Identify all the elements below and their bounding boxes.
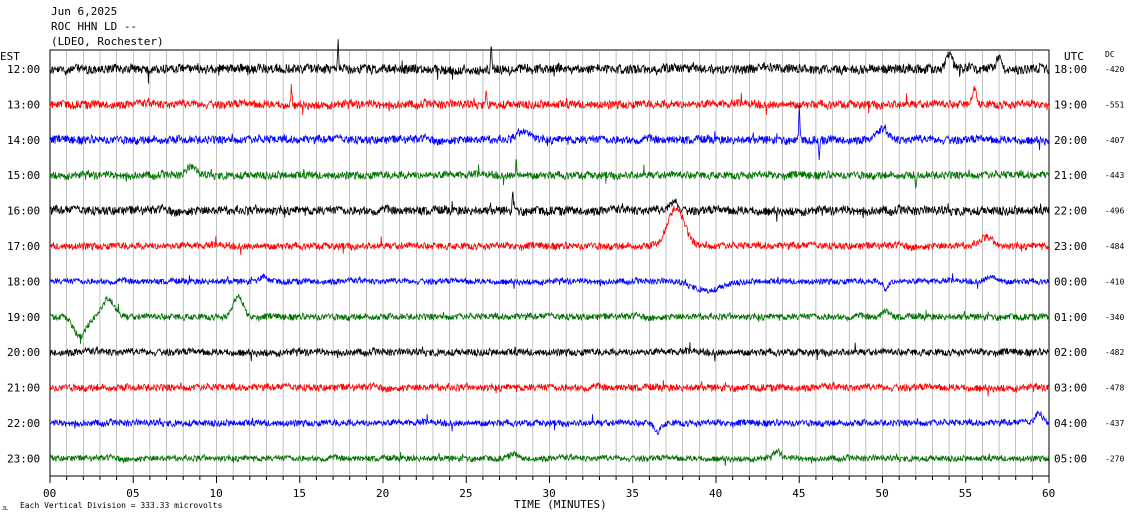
est-hour-label: 20:00 xyxy=(7,346,40,359)
utc-hour-label: 01:00 xyxy=(1054,311,1087,324)
est-hour-label: 15:00 xyxy=(7,169,40,182)
seismic-trace xyxy=(49,39,1050,84)
dc-offset-label: -340 xyxy=(1105,313,1124,322)
est-hour-label: 22:00 xyxy=(7,417,40,430)
label-layer: 00 05 10 15 20 25 30 35 40 45 50 55 60 12:00 18:00 -420… xyxy=(7,63,1124,500)
x-tick-label: 15 xyxy=(293,487,306,500)
seismic-trace xyxy=(49,447,1050,466)
x-tick-label: 30 xyxy=(543,487,556,500)
x-tick-label: 55 xyxy=(959,487,972,500)
grid-layer xyxy=(49,49,1050,483)
est-hour-label: 21:00 xyxy=(7,382,40,395)
utc-hour-label: 02:00 xyxy=(1054,346,1087,359)
dc-offset-label: -437 xyxy=(1105,419,1124,428)
author-mark: JL xyxy=(2,506,8,512)
seismic-trace xyxy=(49,105,1050,161)
dc-offset-label: -270 xyxy=(1105,454,1124,463)
seismic-trace xyxy=(49,410,1050,435)
dc-offset-label: -420 xyxy=(1105,65,1124,74)
dc-offset-label: -496 xyxy=(1105,207,1124,216)
est-hour-label: 18:00 xyxy=(7,275,40,288)
dc-offset-label: -484 xyxy=(1105,242,1124,251)
seismic-trace xyxy=(49,342,1050,362)
dc-offset-label: -443 xyxy=(1105,171,1124,180)
x-tick-label: 45 xyxy=(792,487,805,500)
dc-offset-label: -407 xyxy=(1105,136,1124,145)
x-tick-label: 50 xyxy=(876,487,889,500)
utc-hour-label: 04:00 xyxy=(1054,417,1087,430)
dc-offset-label: -482 xyxy=(1105,348,1124,357)
utc-hour-label: 18:00 xyxy=(1054,63,1087,76)
seismic-trace xyxy=(49,205,1050,256)
dc-offset-label: -410 xyxy=(1105,277,1124,286)
utc-hour-label: 03:00 xyxy=(1054,382,1087,395)
trace-layer xyxy=(49,39,1050,466)
utc-axis-title: UTC xyxy=(1064,50,1084,63)
est-hour-label: 12:00 xyxy=(7,63,40,76)
station-code: ROC HHN LD -- xyxy=(51,20,138,33)
est-hour-label: 14:00 xyxy=(7,134,40,147)
utc-hour-label: 21:00 xyxy=(1054,169,1087,182)
utc-hour-label: 05:00 xyxy=(1054,452,1087,465)
seismic-trace xyxy=(49,158,1050,189)
utc-hour-label: 20:00 xyxy=(1054,134,1087,147)
utc-hour-label: 22:00 xyxy=(1054,205,1087,218)
utc-hour-label: 23:00 xyxy=(1054,240,1087,253)
est-hour-label: 17:00 xyxy=(7,240,40,253)
seismic-trace xyxy=(49,293,1050,344)
dc-axis-title: DC xyxy=(1105,50,1115,59)
utc-hour-label: 19:00 xyxy=(1054,98,1087,111)
est-hour-label: 23:00 xyxy=(7,452,40,465)
x-axis-label: TIME (MINUTES) xyxy=(514,498,607,511)
utc-hour-label: 00:00 xyxy=(1054,275,1087,288)
seismic-trace xyxy=(49,273,1050,294)
vertical-division-note: Each Vertical Division = 333.33 microvol… xyxy=(20,501,222,510)
seismic-trace xyxy=(49,380,1050,397)
seismic-trace xyxy=(49,191,1050,222)
est-hour-label: 19:00 xyxy=(7,311,40,324)
chart-date: Jun 6,2025 xyxy=(51,5,118,18)
x-tick-label: 00 xyxy=(43,487,56,500)
seismic-trace xyxy=(49,84,1050,116)
x-tick-label: 25 xyxy=(459,487,472,500)
est-hour-label: 16:00 xyxy=(7,205,40,218)
est-axis-title: EST xyxy=(0,50,20,63)
x-tick-label: 20 xyxy=(376,487,389,500)
x-tick-label: 60 xyxy=(1042,487,1055,500)
dc-offset-label: -478 xyxy=(1105,384,1124,393)
x-tick-label: 40 xyxy=(709,487,722,500)
x-tick-label: 10 xyxy=(210,487,223,500)
x-tick-label: 05 xyxy=(126,487,139,500)
station-network: (LDEO, Rochester) xyxy=(51,35,164,48)
dc-offset-label: -551 xyxy=(1105,100,1124,109)
est-hour-label: 13:00 xyxy=(7,98,40,111)
x-tick-label: 35 xyxy=(626,487,639,500)
